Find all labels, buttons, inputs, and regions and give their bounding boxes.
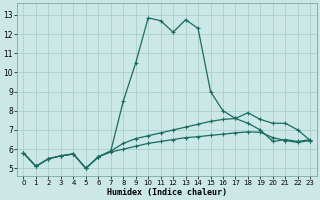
X-axis label: Humidex (Indice chaleur): Humidex (Indice chaleur) bbox=[107, 188, 227, 197]
